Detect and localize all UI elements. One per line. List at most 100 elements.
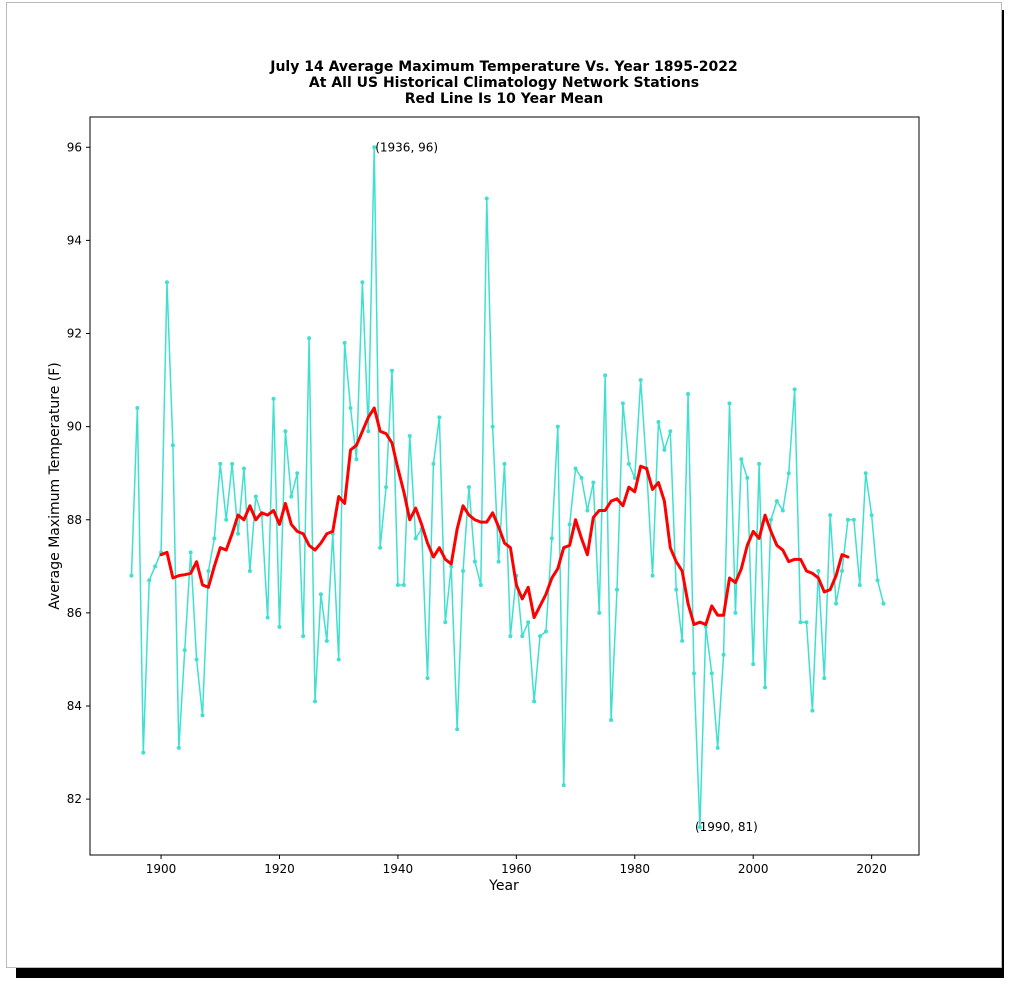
annual-point	[716, 746, 720, 750]
annual-point	[236, 532, 240, 536]
annual-point	[550, 536, 554, 540]
annual-point	[828, 513, 832, 517]
annual-point	[443, 620, 447, 624]
annual-point	[283, 429, 287, 433]
y-tick-label: 86	[67, 606, 82, 620]
annual-point	[763, 685, 767, 689]
annual-point	[621, 401, 625, 405]
annual-line	[131, 147, 883, 827]
annual-point	[266, 616, 270, 620]
annual-point	[692, 671, 696, 675]
annual-point	[787, 471, 791, 475]
annual-point	[858, 583, 862, 587]
annual-point	[627, 462, 631, 466]
annual-point	[402, 583, 406, 587]
annual-point	[455, 727, 459, 731]
annual-point	[437, 415, 441, 419]
annual-point	[467, 485, 471, 489]
annual-point	[254, 494, 258, 498]
annual-point	[574, 467, 578, 471]
annual-point	[710, 671, 714, 675]
y-tick-label: 84	[67, 699, 82, 713]
annual-point	[881, 602, 885, 606]
annual-point	[745, 476, 749, 480]
annual-point	[686, 392, 690, 396]
annual-point	[224, 518, 228, 522]
x-tick-label: 2020	[856, 862, 887, 876]
annual-point	[722, 653, 726, 657]
annual-point	[201, 713, 205, 717]
annual-point	[775, 499, 779, 503]
annual-point	[793, 387, 797, 391]
annual-point	[343, 341, 347, 345]
annual-point	[141, 751, 145, 755]
annual-point	[680, 639, 684, 643]
annual-point	[662, 448, 666, 452]
annual-point	[177, 746, 181, 750]
annual-point	[532, 699, 536, 703]
x-tick-label: 1900	[146, 862, 177, 876]
annual-point	[135, 406, 139, 410]
annual-point	[360, 280, 364, 284]
annotation-label: (1990, 81)	[695, 820, 758, 834]
annual-point	[206, 569, 210, 573]
annual-point	[289, 494, 293, 498]
annual-point	[171, 443, 175, 447]
annual-point	[408, 434, 412, 438]
annual-point	[508, 634, 512, 638]
annual-point	[538, 634, 542, 638]
annual-point	[585, 508, 589, 512]
annual-point	[396, 583, 400, 587]
annual-point	[218, 462, 222, 466]
x-tick-label: 1920	[264, 862, 295, 876]
annual-point	[479, 583, 483, 587]
annual-point	[503, 462, 507, 466]
annual-point	[248, 569, 252, 573]
annual-point	[757, 462, 761, 466]
annual-point	[485, 196, 489, 200]
annual-point	[384, 485, 388, 489]
annual-point	[834, 602, 838, 606]
annual-point	[840, 569, 844, 573]
annual-point	[431, 462, 435, 466]
title-line-2: At All US Historical Climatology Network…	[309, 75, 699, 91]
annual-series	[129, 145, 885, 829]
title-line-3: Red Line Is 10 Year Mean	[405, 91, 603, 107]
annual-point	[212, 536, 216, 540]
annotation-label: (1936, 96)	[375, 140, 438, 154]
annual-point	[609, 718, 613, 722]
annual-point	[313, 699, 317, 703]
annual-point	[147, 578, 151, 582]
mean-line	[161, 408, 848, 625]
annual-point	[195, 657, 199, 661]
annual-point	[277, 625, 281, 629]
chart-title: July 14 Average Maximum Temperature Vs. …	[269, 59, 738, 107]
annual-point	[846, 518, 850, 522]
annual-point	[183, 648, 187, 652]
annual-point	[651, 574, 655, 578]
annual-point	[242, 467, 246, 471]
annual-point	[520, 634, 524, 638]
annual-point	[751, 662, 755, 666]
y-axis: 8284868890929496	[67, 140, 90, 806]
annual-point	[426, 676, 430, 680]
annual-point	[319, 592, 323, 596]
x-tick-label: 2000	[738, 862, 769, 876]
annual-point	[414, 536, 418, 540]
annual-point	[639, 378, 643, 382]
annual-point	[153, 564, 157, 568]
annual-point	[799, 620, 803, 624]
annual-point	[579, 476, 583, 480]
y-tick-label: 96	[67, 140, 82, 154]
annual-point	[337, 657, 341, 661]
annual-point	[816, 569, 820, 573]
annual-point	[301, 634, 305, 638]
annual-point	[556, 425, 560, 429]
title-line-1: July 14 Average Maximum Temperature Vs. …	[269, 59, 738, 75]
x-axis-label: Year	[488, 878, 519, 894]
annual-point	[615, 588, 619, 592]
annual-point	[810, 709, 814, 713]
annual-point	[491, 425, 495, 429]
annual-point	[189, 550, 193, 554]
